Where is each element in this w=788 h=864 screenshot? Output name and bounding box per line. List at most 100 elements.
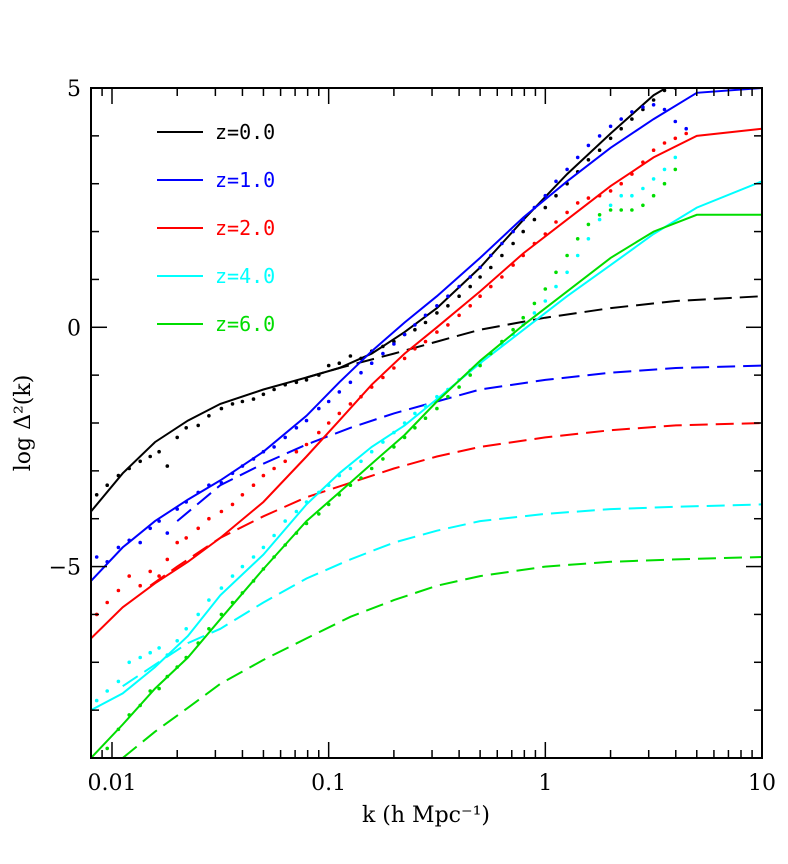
series-z-1-0-point (543, 193, 548, 198)
series-z-0-0-point (423, 320, 428, 325)
series-z-1-0-point (575, 155, 580, 160)
series-z-1-0-point (468, 275, 473, 279)
series-z-6-0-point (457, 385, 461, 389)
series-z-2-0-point (157, 574, 161, 578)
series-z-4-0-point (630, 193, 634, 198)
series-z-1-0-point (402, 332, 407, 337)
series-z-1-0-point (272, 445, 276, 449)
series-z-1-0-point (348, 380, 353, 385)
series-z-0-0-point (317, 373, 321, 377)
series-z-1-0-point (630, 110, 634, 114)
series-z-0-0-point (413, 327, 417, 332)
series-z-0-0-point (630, 117, 634, 121)
series-z-1-0-point (457, 284, 461, 289)
x-tick-label: 10 (748, 771, 776, 796)
series-z-0-0-point (651, 98, 656, 102)
series-z-1-0-point (175, 507, 179, 511)
series-z-2-0-point (597, 193, 602, 198)
series-z-2-0-point (673, 136, 678, 141)
series-z-6-0-point (554, 270, 558, 275)
series-z-2-0-point (554, 220, 558, 224)
series-z-6-0-point (478, 363, 482, 368)
series-z-6-0-point (116, 727, 121, 732)
series-z-4-0-point (240, 564, 245, 569)
series-z-6-0-point (597, 213, 602, 217)
series-z-4-0-point (184, 627, 188, 631)
series-z-1-0-point (381, 351, 385, 356)
series-z-4-0-point (138, 655, 142, 660)
series-z-4-0-point (196, 612, 200, 617)
series-z-2-0-point (304, 442, 309, 447)
series-z-0-0-point (272, 387, 276, 392)
series-z-6-0-point (261, 567, 266, 571)
legend-label: z=0.0 (215, 120, 275, 144)
series-z-0-0-solid-line (91, 88, 667, 513)
series-z-1-0-point (359, 370, 363, 375)
series-z-2-0-point (359, 394, 363, 399)
series-z-2-0-point (586, 196, 591, 200)
series-z-4-0-point (673, 155, 678, 160)
series-z-4-0-point (116, 679, 121, 684)
series-z-6-0-point (138, 703, 142, 708)
series-z-2-0-point (446, 323, 450, 327)
series-z-6-0-point (272, 555, 276, 559)
series-z-2-0-point (543, 232, 548, 236)
series-z-1-0-point (500, 241, 504, 246)
series-z-6-0-point (251, 579, 256, 583)
series-z-1-0-point (435, 304, 439, 308)
series-z-1-0-point (294, 426, 299, 430)
series-z-6-0-point (230, 600, 235, 605)
series-z-4-0-point (94, 698, 99, 703)
series-z-1-0-point (673, 119, 678, 124)
series-z-4-0-point (272, 533, 276, 538)
series-z-4-0-point (294, 509, 299, 514)
series-z-4-0-point (148, 650, 152, 655)
series-z-4-0-point (230, 574, 235, 578)
series-z-2-0-point (423, 339, 428, 344)
series-z-1-0-point (565, 167, 569, 172)
legend-label: z=1.0 (215, 168, 275, 192)
series-z-2-0-point (337, 411, 342, 416)
series-z-2-0-point (381, 375, 385, 380)
series-z-6-0-point (543, 287, 548, 291)
series-z-0-0-point (148, 454, 152, 459)
series-z-2-0-point (575, 201, 580, 205)
series-z-0-0-point (184, 426, 188, 430)
series-z-0-0-point (586, 158, 591, 162)
series-z-0-0-point (608, 136, 613, 141)
series-z-1-0-point (511, 229, 515, 234)
series-z-0-0-point (554, 193, 558, 198)
series-z-6-0-point (359, 476, 363, 480)
series-z-2-0-point (684, 131, 688, 136)
series-z-6-0-point (402, 435, 407, 440)
series-z-4-0-point (554, 284, 558, 289)
series-z-0-0-point (105, 483, 109, 488)
series-z-2-0-point (348, 402, 353, 406)
series-z-1-0-point (662, 107, 667, 112)
y-tick-label: 0 (67, 316, 81, 341)
series-z-0-0-point (219, 406, 224, 411)
series-z-2-0-point (165, 557, 170, 562)
series-z-2-0-point (116, 588, 121, 593)
series-z-6-0-point (641, 203, 645, 208)
series-z-2-0-point (630, 172, 634, 176)
legend-label: z=6.0 (215, 312, 275, 336)
series-z-4-0-point (165, 653, 170, 657)
series-z-0-0-point (435, 311, 439, 315)
series-z-1-0-solid-line (91, 88, 762, 582)
series-z-4-0-point (641, 186, 645, 191)
series-z-0-0-point (304, 378, 309, 382)
series-z-0-0-point (662, 88, 667, 93)
series-z-4-0-point (381, 440, 385, 444)
series-z-6-0-point (413, 426, 417, 430)
series-z-2-0-point (468, 304, 473, 308)
series-z-1-0-point (586, 143, 591, 148)
series-z-6-0-point (392, 445, 396, 449)
series-z-4-0-point (157, 646, 161, 650)
series-z-0-0-point (478, 275, 482, 279)
legend-label: z=4.0 (215, 264, 275, 288)
series-z-6-0-point (175, 665, 179, 669)
series-z-4-0-point (565, 270, 569, 275)
series-z-2-0-point (500, 275, 504, 279)
